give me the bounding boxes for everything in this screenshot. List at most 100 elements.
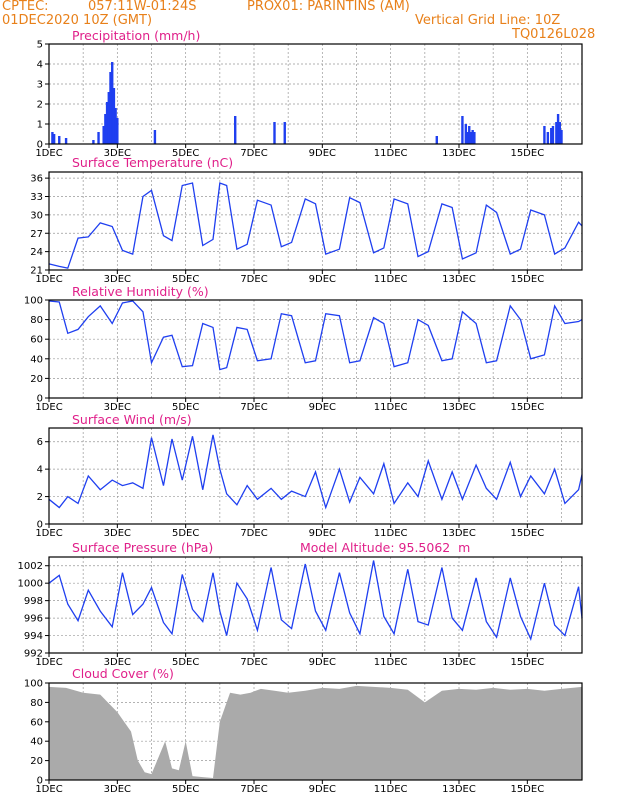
x-tick-label: 5DEC <box>172 657 199 668</box>
series-line <box>48 300 583 371</box>
x-tick-label: 13DEC <box>442 402 476 413</box>
x-tick-label: 11DEC <box>374 148 408 159</box>
x-tick-label: 3DEC <box>104 528 131 539</box>
precip-bar <box>466 132 469 144</box>
precip-bar <box>550 128 553 144</box>
x-tick-label: 1DEC <box>35 657 62 668</box>
header-vgrid: Vertical Grid Line: 10Z <box>415 13 561 28</box>
x-tick-label: 11DEC <box>374 657 408 668</box>
plot-frame <box>48 43 583 145</box>
x-tick-label: 1DEC <box>35 402 62 413</box>
y-tick-label: 21 <box>30 266 43 277</box>
precip-bar <box>468 126 471 144</box>
x-tick-label: 3DEC <box>104 402 131 413</box>
precip-bar <box>92 140 95 144</box>
precip-bar <box>551 126 555 144</box>
precip-bar <box>556 114 560 144</box>
y-tick-label: 1000 <box>18 579 43 590</box>
precip-bar <box>546 132 550 144</box>
x-tick-label: 13DEC <box>442 528 476 539</box>
precip-bar <box>469 132 473 144</box>
x-tick-label: 7DEC <box>240 402 267 413</box>
x-tick-label: 7DEC <box>240 784 267 795</box>
precip-bar <box>111 62 114 144</box>
plot-frame <box>48 556 583 654</box>
y-tick-label: 100 <box>24 296 43 307</box>
x-tick-label: 5DEC <box>172 402 199 413</box>
y-tick-label: 60 <box>30 335 43 346</box>
x-tick-label: 9DEC <box>309 148 336 159</box>
precip-bar <box>473 132 476 144</box>
precip-bar <box>102 126 105 144</box>
precip-bar <box>283 122 286 144</box>
series-line <box>48 560 583 642</box>
x-tick-label: 11DEC <box>374 402 408 413</box>
precip-bar <box>114 108 117 144</box>
y-tick-label: 0 <box>37 520 43 531</box>
x-tick-label: 15DEC <box>510 528 544 539</box>
precip-bar <box>555 122 558 144</box>
precip-bar <box>52 134 56 144</box>
x-tick-label: 1DEC <box>35 148 62 159</box>
precip-bar <box>104 114 107 144</box>
y-tick-label: 80 <box>30 315 43 326</box>
x-tick-label: 15DEC <box>510 657 544 668</box>
plot-frame <box>48 682 583 781</box>
y-tick-label: 24 <box>30 247 43 258</box>
precip-bar <box>558 122 561 144</box>
x-tick-label: 11DEC <box>374 274 408 285</box>
x-tick-label: 1DEC <box>35 528 62 539</box>
x-tick-label: 5DEC <box>172 528 199 539</box>
chart-title-temperature: Surface Temperature (nC) <box>72 155 234 170</box>
x-tick-label: 9DEC <box>309 657 336 668</box>
y-tick-label: 30 <box>30 210 43 221</box>
header-code: TQ0126L028 <box>512 27 596 42</box>
y-tick-label: 2 <box>37 100 43 111</box>
x-tick-label: 9DEC <box>309 274 336 285</box>
x-tick-label: 11DEC <box>374 784 408 795</box>
x-tick-label: 3DEC <box>104 784 131 795</box>
x-tick-label: 1DEC <box>35 784 62 795</box>
x-tick-label: 5DEC <box>172 784 199 795</box>
precip-bar <box>51 132 54 144</box>
chart-title-pressure: Surface Pressure (hPa) <box>72 540 214 555</box>
precip-bar <box>109 72 112 144</box>
x-tick-label: 9DEC <box>309 784 336 795</box>
x-tick-label: 15DEC <box>510 148 544 159</box>
precip-bar <box>273 122 276 144</box>
precip-bar <box>471 130 474 144</box>
x-tick-label: 13DEC <box>442 274 476 285</box>
y-tick-label: 36 <box>30 174 43 185</box>
y-tick-label: 2 <box>37 492 43 503</box>
x-tick-label: 9DEC <box>309 402 336 413</box>
x-tick-label: 7DEC <box>240 148 267 159</box>
plot-frame <box>48 299 583 399</box>
y-tick-label: 0 <box>37 140 43 151</box>
y-tick-label: 4 <box>37 60 43 71</box>
x-tick-label: 15DEC <box>510 274 544 285</box>
y-tick-label: 20 <box>30 756 43 767</box>
y-tick-label: 5 <box>37 40 43 51</box>
x-tick-label: 13DEC <box>442 148 476 159</box>
y-tick-label: 1002 <box>18 561 43 572</box>
chart-title-cloud: Cloud Cover (%) <box>72 666 174 681</box>
x-tick-label: 7DEC <box>240 657 267 668</box>
x-tick-label: 5DEC <box>172 274 199 285</box>
precip-bar <box>153 130 157 144</box>
x-tick-label: 5DEC <box>172 148 199 159</box>
header-date: 01DEC2020 10Z (GMT) <box>2 13 153 28</box>
y-tick-label: 994 <box>24 631 43 642</box>
y-tick-label: 992 <box>24 649 43 660</box>
precip-bar <box>234 116 237 144</box>
plot-frame <box>48 427 583 525</box>
y-tick-label: 40 <box>30 354 43 365</box>
chart-annotation-altitude: Model Altitude: 95.5062 m <box>300 540 471 555</box>
chart-title-wind: Surface Wind (m/s) <box>72 412 192 427</box>
precip-bar <box>543 126 546 144</box>
x-tick-label: 3DEC <box>104 657 131 668</box>
y-tick-label: 0 <box>37 776 43 787</box>
x-tick-label: 3DEC <box>104 274 131 285</box>
header-station: PROX01: PARINTINS (AM) <box>247 0 410 14</box>
x-tick-label: 9DEC <box>309 528 336 539</box>
